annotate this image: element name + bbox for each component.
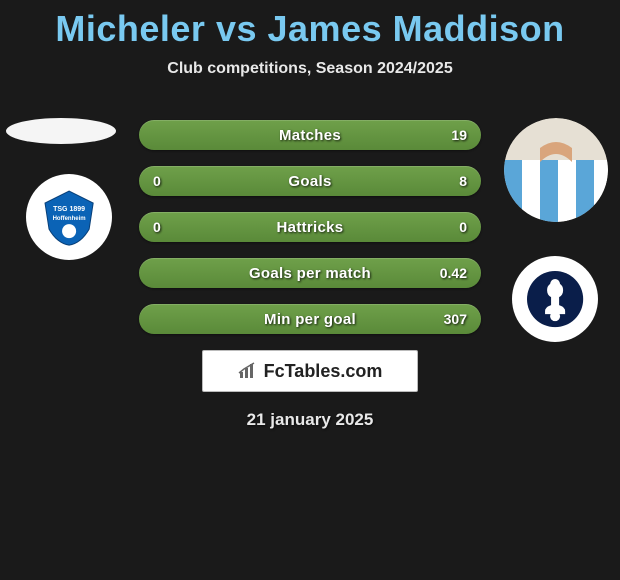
- player1-avatar: [6, 118, 116, 144]
- stat-label: Goals: [288, 173, 331, 190]
- stat-row-matches: Matches 19: [139, 120, 481, 150]
- player1-name: Micheler: [55, 8, 205, 49]
- stat-row-hattricks: 0 Hattricks 0: [139, 212, 481, 242]
- player2-club-logo: [512, 256, 598, 342]
- bar-chart-icon: [238, 362, 260, 380]
- stat-left-value: 0: [153, 219, 161, 235]
- stat-right-value: 307: [444, 311, 467, 327]
- branding-label: FcTables.com: [264, 361, 383, 382]
- stat-label: Hattricks: [277, 219, 344, 236]
- stat-row-min-per-goal: Min per goal 307: [139, 304, 481, 334]
- vs-separator: vs: [216, 8, 257, 49]
- player2-avatar-graphic: [504, 118, 608, 222]
- hoffenheim-logo-icon: TSG 1899 Hoffenheim: [39, 187, 99, 247]
- stat-label: Matches: [279, 127, 341, 144]
- stat-label: Goals per match: [249, 265, 371, 282]
- stat-right-value: 19: [451, 127, 467, 143]
- stat-right-value: 0.42: [440, 265, 467, 281]
- svg-text:Hoffenheim: Hoffenheim: [52, 216, 85, 222]
- tottenham-logo-icon: [525, 269, 585, 329]
- stat-label: Min per goal: [264, 311, 356, 328]
- player1-club-logo: TSG 1899 Hoffenheim: [26, 174, 112, 260]
- player2-name: James Maddison: [268, 8, 565, 49]
- stat-right-value: 8: [459, 173, 467, 189]
- stat-row-goals: 0 Goals 8: [139, 166, 481, 196]
- player2-avatar: [504, 118, 608, 222]
- stat-row-goals-per-match: Goals per match 0.42: [139, 258, 481, 288]
- subtitle: Club competitions, Season 2024/2025: [0, 60, 620, 78]
- branding-badge: FcTables.com: [202, 350, 418, 392]
- svg-text:TSG 1899: TSG 1899: [53, 206, 85, 213]
- stat-rows: Matches 19 0 Goals 8 0 Hattricks 0 Goals…: [139, 108, 481, 334]
- stat-left-value: 0: [153, 173, 161, 189]
- page-title: Micheler vs James Maddison: [0, 0, 620, 50]
- stat-right-value: 0: [459, 219, 467, 235]
- comparison-panel: TSG 1899 Hoffenheim Matches 19 0 Goals 8…: [0, 108, 620, 430]
- snapshot-date: 21 january 2025: [0, 410, 620, 430]
